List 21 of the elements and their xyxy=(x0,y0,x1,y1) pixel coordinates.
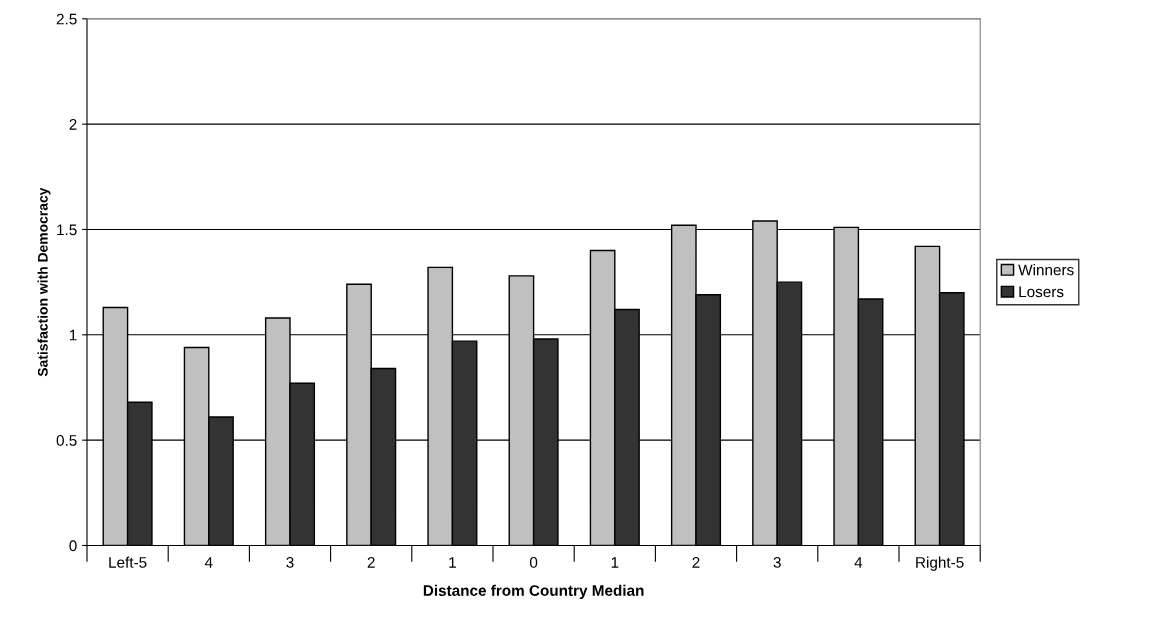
y-tick-label: 1.5 xyxy=(57,224,77,236)
y-tick-label: 0 xyxy=(69,540,77,552)
x-tick-label: 1 xyxy=(611,557,619,568)
y-tick-label: 2.5 xyxy=(56,13,77,25)
x-tick-label: 4 xyxy=(204,557,213,568)
x-tick-label: 2 xyxy=(367,557,375,568)
x-tick-label: 0 xyxy=(529,557,538,568)
x-tick-label: 4 xyxy=(854,557,863,568)
x-tick-label: Left-5 xyxy=(109,556,147,568)
legend-label: Winners xyxy=(1018,264,1074,276)
legend-label: Losers xyxy=(1019,286,1064,298)
y-axis-title: Satisfaction with Democracy xyxy=(37,187,51,377)
y-tick-label: 1 xyxy=(69,329,77,341)
x-tick-label: Right-5 xyxy=(916,556,964,571)
x-tick-label: 2 xyxy=(692,557,700,568)
y-tick-label: 0.5 xyxy=(56,435,77,446)
y-tick-label: 2 xyxy=(69,119,77,130)
x-axis-title: Distance from Country Median xyxy=(423,584,644,599)
x-tick-label: 3 xyxy=(773,557,781,568)
x-tick-label: 3 xyxy=(286,557,294,568)
x-tick-label: 1 xyxy=(449,557,456,568)
